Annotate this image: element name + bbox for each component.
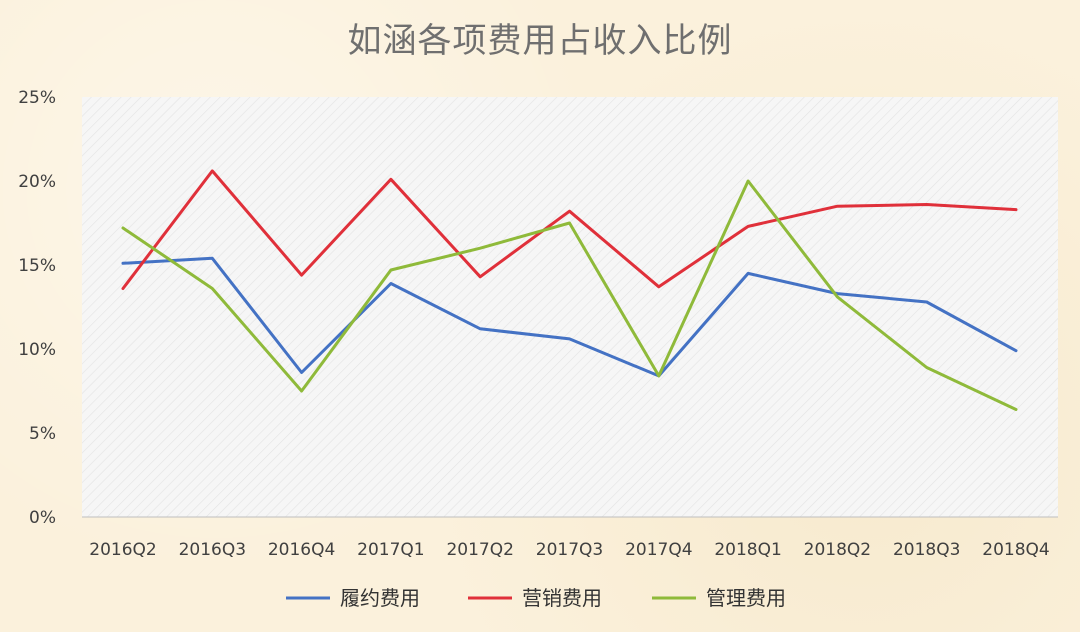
series-line-3: [121, 179, 1018, 411]
x-tick-label: 2018Q2: [804, 540, 871, 560]
y-tick-label: 15%: [18, 256, 56, 276]
x-tick-label: 2016Q2: [89, 540, 156, 560]
chart-title: 如涵各项费用占收入比例: [348, 21, 733, 61]
y-axis: 0% 5% 10% 15% 20% 25%: [18, 88, 56, 528]
y-tick-label: 25%: [18, 88, 56, 108]
legend-label: 履约费用: [340, 586, 420, 610]
x-tick-label: 2017Q1: [357, 540, 424, 560]
legend-label: 管理费用: [706, 586, 786, 610]
x-tick-label: 2018Q3: [893, 540, 960, 560]
x-axis: 2016Q2 2016Q3 2016Q4 2017Q1 2017Q2 2017Q3 2017…: [82, 516, 1058, 560]
y-tick-label: 20%: [18, 172, 56, 192]
series-line-1: [121, 256, 1018, 378]
legend-label: 营销费用: [522, 586, 602, 610]
x-tick-label: 2016Q4: [268, 540, 335, 560]
x-tick-label: 2017Q4: [625, 540, 692, 560]
y-tick-label: 5%: [29, 424, 56, 444]
series-line-2: [121, 169, 1018, 290]
plot-area: [82, 97, 1058, 517]
x-tick-label: 2017Q2: [446, 540, 513, 560]
x-tick-label: 2016Q3: [179, 540, 246, 560]
x-tick-label: 2018Q1: [714, 540, 781, 560]
legend: 履约费用 营销费用 管理费用: [286, 586, 786, 610]
y-tick-label: 0%: [29, 508, 56, 528]
x-tick-label: 2018Q4: [982, 540, 1049, 560]
series-group: [121, 169, 1018, 411]
x-tick-label: 2017Q3: [536, 540, 603, 560]
y-tick-label: 10%: [18, 340, 56, 360]
